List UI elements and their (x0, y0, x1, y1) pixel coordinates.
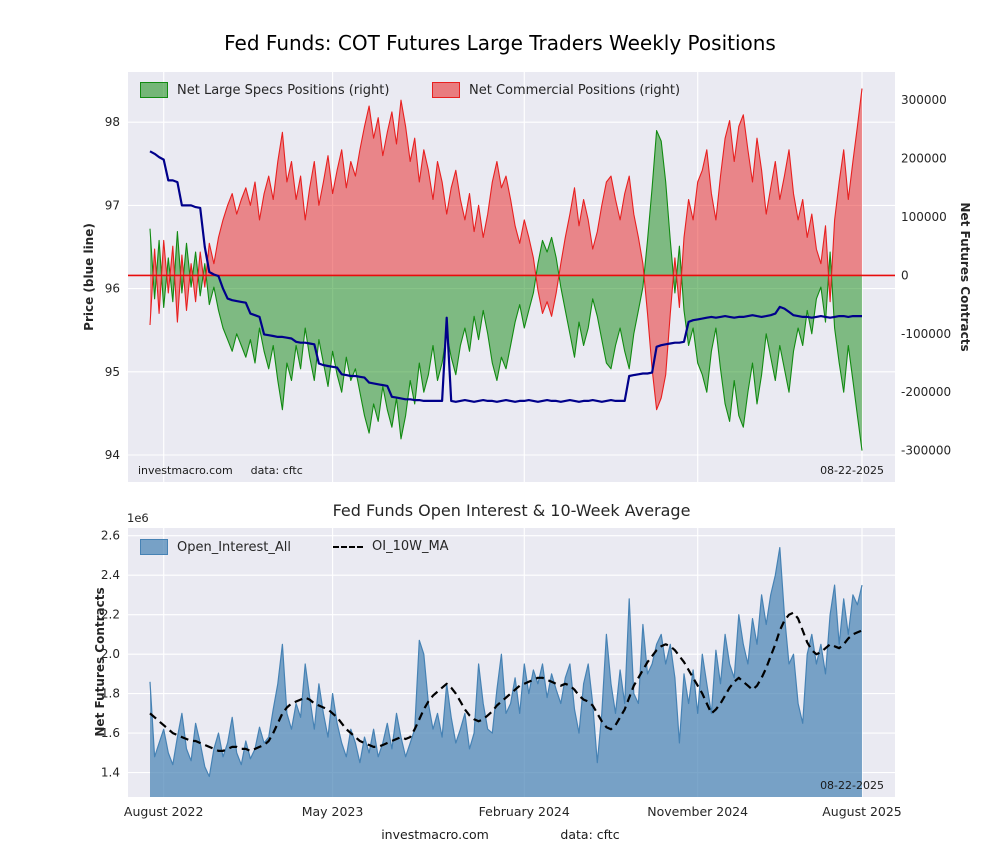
net-commercial-swatch-icon (432, 82, 460, 98)
open-interest-legend-label: Open_Interest_All (177, 539, 291, 555)
x-tick-label: May 2023 (302, 804, 364, 819)
contracts-tick-label: 200000 (901, 152, 947, 166)
x-tick-label: August 2022 (124, 804, 204, 819)
contracts-tick-label: -100000 (901, 327, 951, 341)
net-specs-swatch-icon (140, 82, 168, 98)
net-commercial-area (150, 88, 862, 410)
price-axis-label: Price (blue line) (82, 223, 96, 331)
contracts-tick-label: 100000 (901, 210, 947, 224)
legend-item-net-specs: Net Large Specs Positions (right) (140, 82, 389, 98)
net-specs-area (150, 130, 862, 451)
price-tick-label: 96 (105, 282, 120, 296)
price-tick-label: 97 (105, 198, 120, 212)
legend-item-open-interest: Open_Interest_All (140, 539, 291, 555)
oi-tick-label: 2.6 (101, 529, 120, 543)
oi-tick-label: 1.8 (101, 687, 120, 701)
x-tick-label: November 2024 (647, 804, 748, 819)
contracts-tick-label: 0 (901, 268, 909, 282)
price-tick-label: 95 (105, 365, 120, 379)
open-interest-chart-title: Fed Funds Open Interest & 10-Week Averag… (332, 501, 691, 520)
y-axis-offset-label: 1e6 (127, 511, 149, 525)
bottom-chart-date-stamp: 08-22-2025 (820, 779, 884, 792)
net-commercial-outline (149, 88, 863, 411)
oi-ma-legend-label: OI_10W_MA (372, 539, 449, 554)
price-tick-label: 98 (105, 115, 120, 129)
legend-item-oi-ma: OI_10W_MA (333, 539, 449, 554)
oi-tick-label: 1.6 (101, 726, 120, 740)
net-specs-legend-label: Net Large Specs Positions (right) (177, 82, 390, 98)
net-specs-outline (149, 130, 863, 451)
footer-data-label: data: cftc (560, 827, 620, 842)
open-interest-outline (149, 547, 863, 778)
oi-tick-label: 2.0 (101, 647, 120, 661)
page-title: Fed Funds: COT Futures Large Traders Wee… (224, 31, 776, 55)
top-chart-source-note: investmacro.com data: cftc (138, 464, 303, 477)
legend-item-net-commercial: Net Commercial Positions (right) (432, 82, 680, 98)
contracts-tick-label: 300000 (901, 93, 947, 107)
open-interest-area (150, 547, 862, 797)
x-tick-label: February 2024 (479, 804, 570, 819)
contracts-tick-label: -200000 (901, 385, 951, 399)
x-tick-label: August 2025 (822, 804, 902, 819)
oi-tick-label: 2.2 (101, 608, 120, 622)
open-interest-swatch-icon (140, 539, 168, 555)
footer-source-label: investmacro.com (381, 827, 489, 842)
price-tick-label: 94 (105, 448, 120, 462)
price-line (149, 150, 862, 403)
contracts-tick-label: -300000 (901, 444, 951, 458)
net-commercial-legend-label: Net Commercial Positions (right) (469, 82, 681, 98)
oi-tick-label: 2.4 (101, 568, 120, 582)
oi-tick-label: 1.4 (101, 766, 120, 780)
top-chart-date-stamp: 08-22-2025 (820, 464, 884, 477)
contracts-axis-label: Net Futures Contracts (958, 202, 972, 352)
source-site-label: investmacro.com (138, 464, 233, 477)
dashed-line-sample-icon (333, 545, 363, 548)
source-data-label: data: cftc (250, 464, 303, 477)
oi-ma-line (149, 611, 863, 752)
oi-axis-label: Net Futures Contracts (93, 587, 107, 737)
